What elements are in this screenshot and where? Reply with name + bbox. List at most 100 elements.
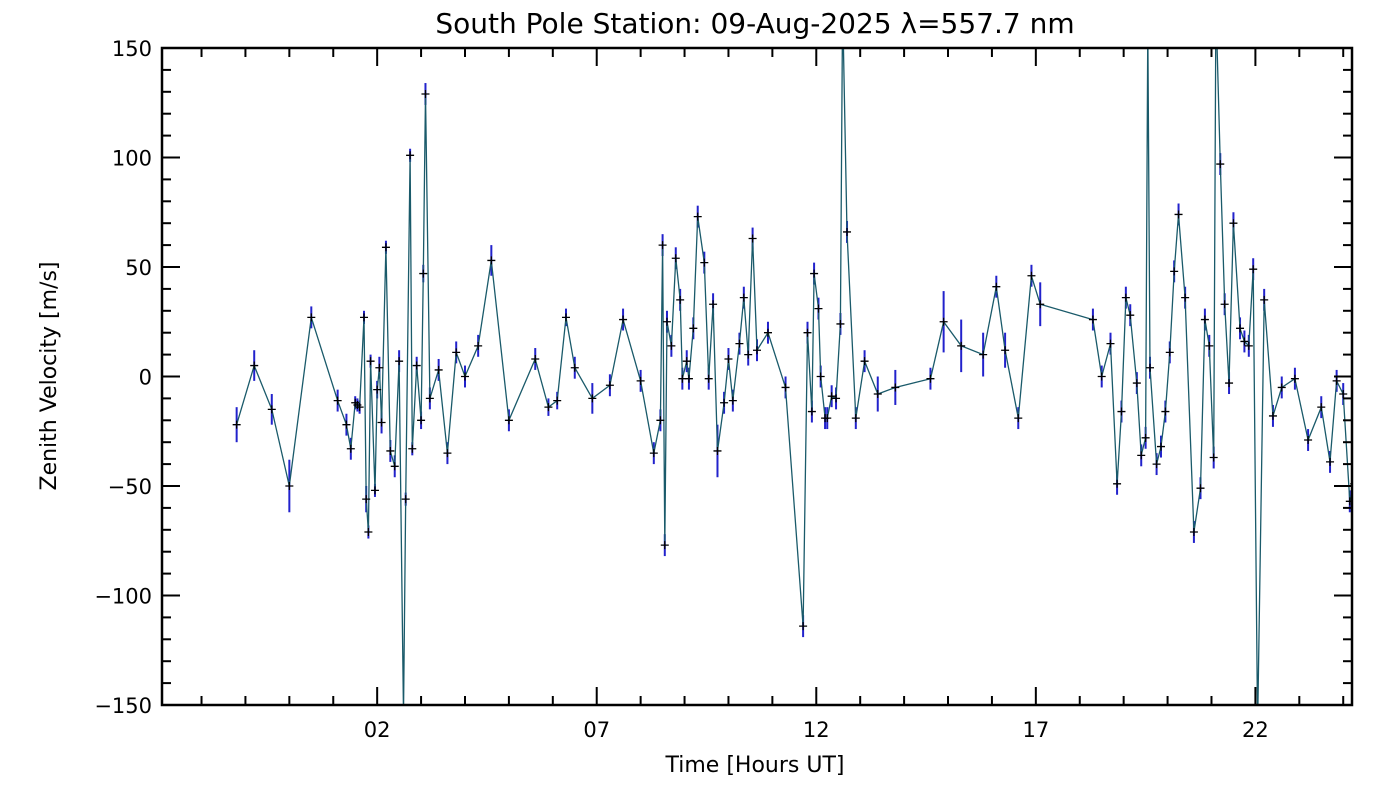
data-point bbox=[553, 396, 562, 405]
data-point bbox=[704, 374, 713, 383]
data-point bbox=[843, 227, 852, 236]
data-point bbox=[487, 256, 496, 265]
data-point bbox=[700, 258, 709, 267]
data-point bbox=[939, 317, 948, 326]
y-tick-label: −150 bbox=[94, 694, 152, 718]
y-tick-label: 100 bbox=[112, 147, 152, 171]
y-tick-label: −100 bbox=[94, 585, 152, 609]
data-point bbox=[377, 418, 386, 427]
data-point bbox=[232, 420, 241, 429]
data-point bbox=[421, 89, 430, 98]
data-point bbox=[1132, 379, 1141, 388]
data-point bbox=[1209, 453, 1218, 462]
data-point bbox=[1088, 315, 1097, 324]
data-point bbox=[285, 482, 294, 490]
data-point bbox=[827, 392, 836, 401]
data-point bbox=[814, 304, 823, 313]
data-point bbox=[656, 416, 665, 425]
data-point bbox=[1161, 407, 1170, 416]
data-point bbox=[1121, 293, 1130, 302]
data-point bbox=[676, 295, 685, 304]
data-point bbox=[434, 365, 443, 374]
data-point bbox=[851, 414, 860, 423]
data-point bbox=[359, 313, 368, 322]
plot-area bbox=[232, 0, 1393, 718]
data-point bbox=[667, 341, 676, 350]
data-point bbox=[1290, 374, 1299, 383]
data-point bbox=[1117, 407, 1126, 416]
data-point bbox=[1240, 337, 1249, 346]
data-point bbox=[1339, 390, 1348, 399]
data-point bbox=[1385, 456, 1393, 464]
data-point bbox=[1189, 527, 1198, 536]
data-point bbox=[1372, 333, 1380, 341]
data-point bbox=[307, 313, 316, 322]
data-point bbox=[1212, 0, 1220, 8]
data-point bbox=[412, 361, 421, 370]
data-point bbox=[373, 385, 382, 394]
data-point bbox=[836, 319, 845, 328]
data-point bbox=[400, 710, 408, 718]
x-tick-label: 02 bbox=[364, 718, 391, 742]
data-point bbox=[443, 449, 452, 458]
data-point bbox=[807, 407, 816, 416]
data-point bbox=[891, 383, 900, 392]
data-point bbox=[1304, 436, 1313, 445]
data-point bbox=[561, 313, 570, 322]
data-point bbox=[720, 398, 729, 407]
data-point bbox=[671, 254, 680, 263]
data-point bbox=[1317, 403, 1326, 412]
data-point bbox=[724, 354, 733, 363]
data-point bbox=[390, 462, 399, 471]
data-point bbox=[588, 394, 597, 403]
data-point bbox=[735, 339, 744, 348]
data-point bbox=[1200, 315, 1209, 324]
data-point bbox=[1277, 383, 1286, 392]
data-point bbox=[1229, 219, 1238, 228]
axes-frame bbox=[160, 46, 1354, 707]
data-point bbox=[544, 403, 553, 412]
x-axis-label: Time [Hours UT] bbox=[665, 753, 845, 778]
data-point bbox=[364, 527, 373, 536]
data-point bbox=[619, 315, 628, 324]
data-point bbox=[763, 328, 772, 337]
data-point bbox=[823, 414, 832, 423]
data-point bbox=[1326, 457, 1335, 466]
data-point bbox=[860, 357, 869, 366]
data-point bbox=[1381, 364, 1389, 372]
data-point bbox=[1137, 451, 1146, 460]
data-point bbox=[1374, 381, 1382, 389]
data-point bbox=[1126, 311, 1135, 320]
data-point bbox=[531, 354, 540, 363]
y-tick-label: 0 bbox=[139, 366, 152, 390]
data-point bbox=[873, 390, 882, 399]
data-point bbox=[1144, 22, 1152, 30]
data-point bbox=[781, 383, 790, 392]
data-point bbox=[739, 293, 748, 302]
data-point bbox=[1361, 302, 1369, 310]
data-point bbox=[957, 341, 966, 350]
data-point bbox=[504, 416, 513, 425]
data-point bbox=[1236, 324, 1245, 333]
data-point bbox=[366, 357, 375, 366]
data-point bbox=[408, 444, 417, 453]
data-point bbox=[1205, 341, 1214, 350]
series-line-0 bbox=[235, 48, 1352, 705]
data-point bbox=[267, 405, 276, 414]
data-point bbox=[979, 350, 988, 359]
data-point bbox=[417, 416, 426, 425]
x-tick-label: 22 bbox=[1242, 718, 1269, 742]
data-point bbox=[926, 374, 935, 383]
data-point bbox=[753, 346, 761, 355]
data-point bbox=[1345, 497, 1352, 506]
data-point bbox=[660, 541, 669, 550]
data-point bbox=[662, 317, 671, 326]
data-point bbox=[1244, 341, 1253, 350]
data-point bbox=[1225, 379, 1234, 388]
data-point bbox=[1156, 442, 1165, 451]
data-point bbox=[832, 394, 841, 403]
x-tick-label: 17 bbox=[1022, 718, 1049, 742]
data-point bbox=[658, 241, 667, 250]
data-point bbox=[713, 446, 722, 455]
data-point bbox=[682, 357, 691, 366]
